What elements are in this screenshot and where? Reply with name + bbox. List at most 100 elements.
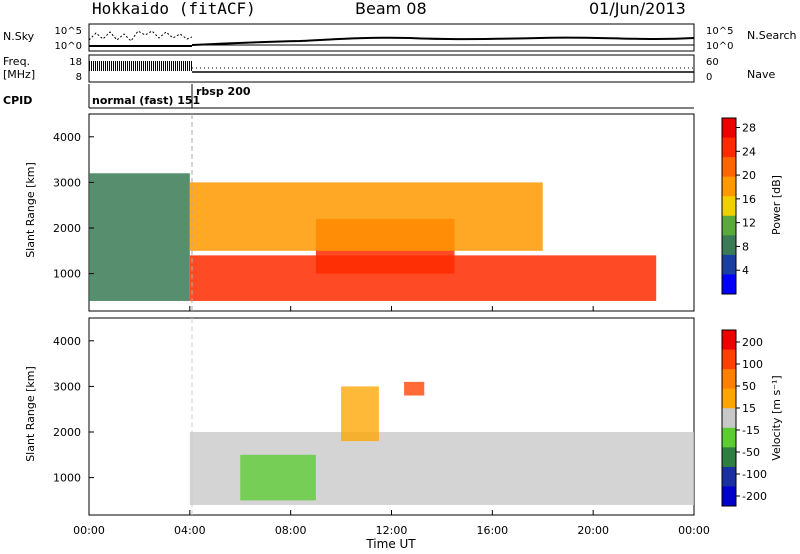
power-y-axis-label: Slant Range [km] — [24, 162, 37, 258]
velocity-y-ticks: 1000 2000 3000 4000 — [53, 335, 94, 485]
x-tick-label-6: 00:00 — [678, 524, 710, 537]
nave-right-tick-bottom: 0 — [706, 72, 712, 83]
freq-label: Freq. — [3, 55, 31, 68]
power-y-tick-label-2: 3000 — [53, 176, 81, 189]
velocity-region-1 — [341, 386, 379, 442]
velocity-colorbar-frame — [721, 329, 737, 507]
x-tick-label-0: 00:00 — [73, 524, 105, 537]
power-y-tick-label-3: 4000 — [53, 131, 81, 144]
velocity-colorbar-tick-label-0: 200 — [742, 336, 763, 349]
noise-right-tick-top: 10^5 — [706, 26, 733, 37]
velocity-colorbar-block-5 — [722, 427, 736, 448]
power-region-3 — [189, 182, 543, 251]
velocity-panel: 1000 2000 3000 4000 00:00 04:00 08:00 12:00 16:… — [24, 317, 710, 551]
station-title: Hokkaido (fitACF) — [92, 0, 256, 18]
x-tick-label-5: 20:00 — [577, 524, 609, 537]
power-colorbar-tick-label-4: 20 — [742, 169, 756, 182]
noise-trace-left — [88, 30, 193, 47]
velocity-colorbar-tick-label-3: 15 — [742, 402, 756, 415]
velocity-colorbar-tick-label-4: -15 — [742, 424, 760, 437]
freq-left-tick-top: 18 — [69, 57, 82, 68]
noise-left-tick-bottom: 10^0 — [55, 41, 82, 52]
power-colorbar-tick-label-1: 8 — [742, 240, 749, 253]
velocity-colorbar-blocks — [722, 330, 736, 507]
power-y-tick-label-1: 2000 — [53, 222, 81, 235]
power-colorbar-frame — [721, 117, 737, 295]
noise-strip-frame — [88, 23, 695, 52]
date-title: 01/Jun/2013 — [589, 0, 686, 18]
power-colorbar-block-3 — [722, 176, 736, 197]
power-colorbar-tick-label-2: 12 — [742, 217, 756, 230]
power-x-ticks — [88, 306, 695, 311]
cpid-label-normal: normal (fast) 151 — [92, 94, 200, 107]
x-tick-label-4: 16:00 — [476, 524, 508, 537]
velocity-colorbar-block-8 — [722, 486, 736, 507]
x-axis-label: Time UT — [365, 537, 416, 551]
power-y-ticks: 1000 2000 3000 4000 — [53, 131, 94, 281]
power-colorbar-tick-label-3: 16 — [742, 193, 756, 206]
power-colorbar-tick-label-6: 28 — [742, 122, 756, 135]
velocity-colorbar-ticks: 200 100 50 15 -15 -50 -100 -200 — [736, 336, 767, 503]
velocity-colorbar-block-1 — [722, 349, 736, 370]
power-colorbar-blocks — [722, 118, 736, 295]
power-colorbar-block-2 — [722, 157, 736, 178]
velocity-y-tick-label-2: 3000 — [53, 380, 81, 393]
velocity-y-tick-label-1: 2000 — [53, 426, 81, 439]
nave-right-tick-top: 60 — [706, 57, 719, 68]
velocity-region-2 — [404, 381, 425, 396]
velocity-colorbar-tick-label-7: -200 — [742, 490, 767, 503]
noise-right-tick-bottom: 10^0 — [706, 41, 733, 52]
x-tick-label-3: 12:00 — [376, 524, 408, 537]
beam-title: Beam 08 — [355, 0, 427, 18]
velocity-colorbar-tick-label-1: 100 — [742, 358, 763, 371]
power-colorbar-block-0 — [722, 118, 736, 139]
noise-left-tick-top: 10^5 — [55, 26, 82, 37]
power-colorbar-label: Power [dB] — [770, 175, 783, 235]
power-colorbar-block-5 — [722, 215, 736, 236]
velocity-colorbar-block-7 — [722, 466, 736, 487]
velocity-y-tick-label-0: 1000 — [53, 472, 81, 485]
velocity-y-axis-label: Slant Range [km] — [24, 366, 37, 462]
power-colorbar-ticks: 4 8 12 16 20 24 28 — [736, 122, 756, 277]
power-data-regions — [89, 173, 657, 301]
power-colorbar-block-8 — [722, 274, 736, 295]
velocity-colorbar-block-3 — [722, 388, 736, 409]
frequency-trace — [89, 61, 694, 73]
cpid-label-rbsp: rbsp 200 — [196, 85, 251, 98]
velocity-x-ticks: 00:00 04:00 08:00 12:00 16:00 20:00 00:00 — [73, 510, 710, 537]
power-colorbar-block-6 — [722, 235, 736, 256]
cpid-label: CPID — [3, 94, 33, 107]
top-strips: 10^5 10^0 10^5 10^0 18 8 60 0 normal (fa… — [55, 23, 733, 109]
nsky-label: N.Sky — [3, 30, 35, 43]
power-region-0 — [89, 173, 190, 301]
nsearch-label: N.Search — [747, 29, 797, 42]
velocity-colorbar-tick-label-6: -100 — [742, 468, 767, 481]
power-panel: 1000 2000 3000 4000 Slant Range [km] — [24, 113, 695, 312]
velocity-y-tick-label-3: 4000 — [53, 335, 81, 348]
velocity-colorbar-block-2 — [722, 369, 736, 390]
velocity-colorbar-label: Velocity [m s⁻¹] — [770, 375, 783, 460]
power-y-tick-label-0: 1000 — [53, 268, 81, 281]
velocity-colorbar: 200 100 50 15 -15 -50 -100 -200 Velocity [m s⁻¹… — [721, 329, 783, 507]
power-colorbar-tick-label-0: 4 — [742, 264, 749, 277]
velocity-region-3 — [240, 454, 316, 501]
velocity-colorbar-block-6 — [722, 447, 736, 468]
power-colorbar-block-7 — [722, 254, 736, 275]
freq-unit-label: [MHz] — [3, 68, 36, 81]
x-tick-label-1: 04:00 — [174, 524, 206, 537]
freq-left-tick-bottom: 8 — [76, 72, 82, 83]
velocity-colorbar-tick-label-2: 50 — [742, 380, 756, 393]
noise-trace-right — [191, 36, 695, 46]
power-colorbar: 4 8 12 16 20 24 28 Power [dB] — [721, 117, 783, 295]
power-colorbar-tick-label-5: 24 — [742, 145, 756, 158]
nave-label: Nave — [747, 68, 776, 81]
velocity-colorbar-block-0 — [722, 330, 736, 351]
power-colorbar-block-4 — [722, 196, 736, 217]
x-tick-label-2: 08:00 — [275, 524, 307, 537]
velocity-colorbar-block-4 — [722, 408, 736, 429]
velocity-colorbar-tick-label-5: -50 — [742, 446, 760, 459]
power-colorbar-block-1 — [722, 137, 736, 158]
velocity-data-regions — [189, 381, 695, 505]
